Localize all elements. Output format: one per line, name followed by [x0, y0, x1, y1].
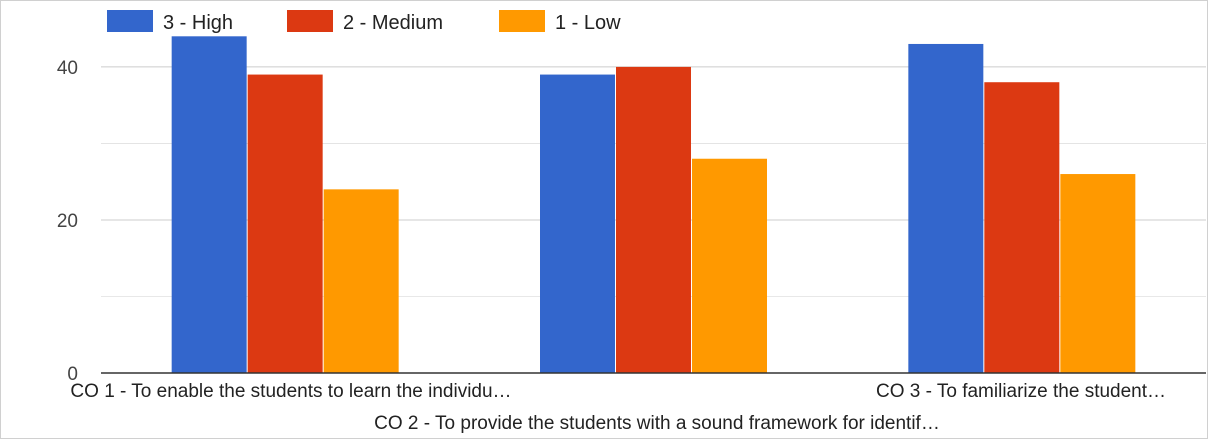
x-category-label: CO 2 - To provide the students with a so…	[374, 413, 940, 434]
legend-swatch	[287, 10, 333, 32]
legend: 3 - High 2 - Medium 1 - Low	[107, 10, 621, 34]
legend-swatch	[107, 10, 153, 32]
bar	[616, 66, 691, 374]
x-category-label: CO 3 - To familiarize the student…	[876, 381, 1166, 402]
legend-label: 3 - High	[163, 12, 233, 34]
axes: 0 20 40 CO 1 - To enable the students to le…	[57, 58, 1206, 434]
bar	[323, 189, 399, 373]
legend-swatch	[499, 10, 545, 32]
y-tick-label: 20	[57, 211, 78, 232]
bar	[984, 82, 1060, 373]
bar	[540, 74, 615, 373]
bar	[1060, 174, 1136, 373]
bars	[171, 36, 1136, 374]
legend-label: 2 - Medium	[343, 12, 443, 34]
bar	[171, 36, 247, 373]
bar	[692, 158, 767, 373]
bar	[247, 74, 323, 373]
y-tick-label: 0	[67, 364, 78, 385]
legend-label: 1 - Low	[555, 12, 621, 34]
y-tick-label: 40	[57, 58, 78, 79]
x-category-label: CO 1 - To enable the students to learn t…	[70, 381, 511, 402]
bar	[908, 43, 984, 374]
